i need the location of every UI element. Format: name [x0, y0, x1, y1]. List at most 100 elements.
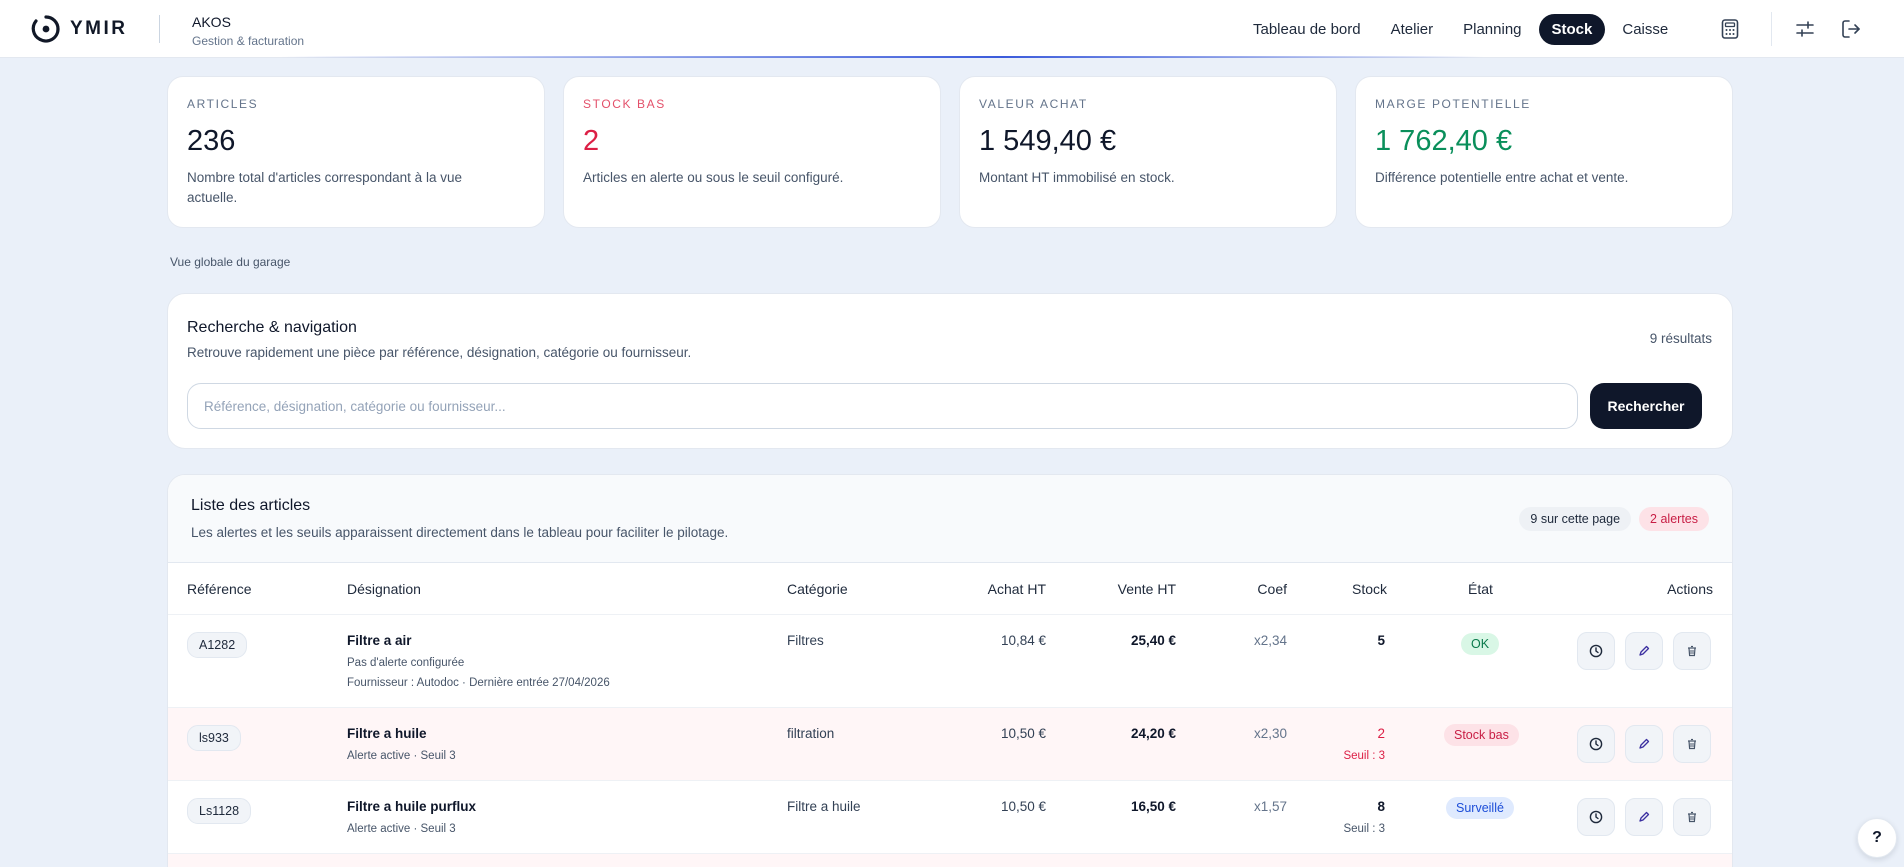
col-coef[interactable]: Coef: [1257, 581, 1287, 597]
table-row[interactable]: [168, 854, 1732, 867]
search-card: Recherche & navigation Retrouve rapideme…: [167, 293, 1733, 449]
top-bar: YMIR AKOS Gestion & facturation Tableau …: [0, 0, 1904, 58]
calculator-icon[interactable]: [1717, 16, 1743, 42]
col-achat-ht[interactable]: Achat HT: [987, 581, 1046, 597]
list-badges: 9 sur cette page 2 alertes: [1519, 507, 1709, 531]
stock-threshold: Seuil : 3: [1343, 750, 1385, 762]
kpi-description: Nombre total d'articles correspondant à …: [187, 170, 462, 205]
col-stock[interactable]: Stock: [1351, 581, 1387, 597]
pencil-icon: [1639, 645, 1650, 656]
alert-info: Alerte active · Seuil 3: [347, 750, 456, 762]
kpi-description: Articles en alerte ou sous le seuil conf…: [583, 170, 844, 185]
list-title: Liste des articles: [191, 497, 311, 514]
kpi-stock-bas: STOCK BAS 2 Articles en alerte ou sous l…: [563, 76, 941, 228]
alert-info: Alerte active · Seuil 3: [347, 823, 456, 835]
purchase-price: 10,84 €: [1000, 633, 1046, 648]
history-button[interactable]: [1577, 725, 1615, 763]
kpi-description: Différence potentielle entre achat et ve…: [1375, 170, 1629, 185]
header-accent-line: [280, 56, 1484, 58]
search-subtitle: Retrouve rapidement une pièce par référe…: [187, 345, 692, 360]
category: filtration: [787, 726, 835, 741]
edit-button[interactable]: [1625, 632, 1663, 670]
sliders-icon[interactable]: [1792, 16, 1818, 42]
nav-stock[interactable]: Stock: [1538, 14, 1606, 45]
help-button[interactable]: ?: [1857, 818, 1897, 858]
edit-button[interactable]: [1625, 798, 1663, 836]
col-designation[interactable]: Désignation: [347, 581, 421, 597]
overview-label: Vue globale du garage: [170, 255, 291, 269]
logout-icon[interactable]: [1838, 16, 1864, 42]
stock-qty: 8: [1377, 799, 1385, 814]
company-name: AKOS: [192, 14, 231, 30]
category: Filtre a huile: [787, 799, 861, 814]
sale-price: 24,20 €: [1130, 726, 1176, 741]
purchase-price: 10,50 €: [1000, 799, 1046, 814]
kpi-value: 236: [187, 125, 236, 157]
stock-qty: 5: [1377, 633, 1385, 648]
delete-button[interactable]: [1673, 798, 1711, 836]
alerts-badge: 2 alertes: [1639, 507, 1709, 531]
supplier-info: Fournisseur : Autodoc · Dernière entrée …: [347, 677, 610, 689]
coefficient: x2,34: [1253, 633, 1287, 648]
clock-icon: [1589, 644, 1603, 658]
history-button[interactable]: [1577, 632, 1615, 670]
reference-chip: ls933: [187, 725, 241, 751]
kpi-label: VALEUR ACHAT: [979, 97, 1088, 111]
kpi-valeur-achat: VALEUR ACHAT 1 549,40 € Montant HT immob…: [959, 76, 1337, 228]
company-subtitle: Gestion & facturation: [192, 34, 305, 48]
col-categorie[interactable]: Catégorie: [787, 581, 848, 597]
state-badge: OK: [1461, 633, 1500, 655]
clock-icon: [1589, 737, 1603, 751]
list-header: Liste des articles Les alertes et les se…: [168, 475, 1732, 563]
col-etat[interactable]: État: [1468, 581, 1493, 597]
table-row[interactable]: ls933 Filtre a huile Alerte active · Seu…: [168, 708, 1732, 781]
kpi-label: STOCK BAS: [583, 97, 666, 111]
trash-icon: [1688, 811, 1696, 823]
history-button[interactable]: [1577, 798, 1615, 836]
designation: Filtre a huile purflux: [347, 799, 477, 814]
table-row[interactable]: A1282 Filtre a air Pas d'alerte configur…: [168, 615, 1732, 708]
logo-text: YMIR: [70, 18, 128, 39]
category: Filtres: [787, 633, 824, 648]
state-badge: Surveillé: [1446, 797, 1514, 819]
list-subtitle: Les alertes et les seuils apparaissent d…: [191, 525, 729, 540]
state-badge: Stock bas: [1444, 724, 1519, 746]
col-reference[interactable]: Référence: [187, 581, 252, 597]
clock-icon: [1589, 810, 1603, 824]
nav-planning[interactable]: Planning: [1463, 21, 1522, 38]
nav-tableau-de-bord[interactable]: Tableau de bord: [1253, 21, 1361, 38]
trash-icon: [1688, 645, 1696, 657]
coefficient: x1,57: [1253, 799, 1287, 814]
kpi-value: 1 762,40 €: [1375, 125, 1513, 157]
kpi-label: ARTICLES: [187, 97, 259, 111]
kpi-articles: ARTICLES 236 Nombre total d'articles cor…: [167, 76, 545, 228]
page-count-badge: 9 sur cette page: [1519, 507, 1632, 531]
pencil-icon: [1639, 811, 1650, 822]
reference-chip: A1282: [187, 632, 248, 658]
purchase-price: 10,50 €: [1000, 726, 1046, 741]
main-nav: Tableau de bord Atelier Planning Stock C…: [1240, 14, 1681, 45]
table-header: Référence Désignation Catégorie Achat HT…: [168, 563, 1732, 615]
search-title: Recherche & navigation: [187, 319, 357, 336]
trash-icon: [1688, 738, 1696, 750]
search-input[interactable]: [187, 383, 1578, 429]
stock-threshold: Seuil : 3: [1343, 823, 1385, 835]
delete-button[interactable]: [1673, 725, 1711, 763]
delete-button[interactable]: [1673, 632, 1711, 670]
nav-caisse[interactable]: Caisse: [1622, 21, 1669, 38]
kpi-marge-potentielle: MARGE POTENTIELLE 1 762,40 € Différence …: [1355, 76, 1733, 228]
search-button[interactable]: Rechercher: [1590, 383, 1702, 429]
logo[interactable]: YMIR: [30, 14, 128, 44]
brand-divider: [159, 15, 160, 43]
edit-button[interactable]: [1625, 725, 1663, 763]
designation: Filtre a huile: [347, 726, 427, 741]
sale-price: 16,50 €: [1130, 799, 1176, 814]
nav-atelier[interactable]: Atelier: [1390, 21, 1434, 38]
sale-price: 25,40 €: [1130, 633, 1176, 648]
designation: Filtre a air: [347, 633, 412, 648]
table-row[interactable]: Ls1128 Filtre a huile purflux Alerte act…: [168, 781, 1732, 854]
ymir-logo-icon: [31, 15, 60, 43]
results-count: 9 résultats: [1649, 331, 1712, 346]
col-vente-ht[interactable]: Vente HT: [1117, 581, 1176, 597]
col-actions: Actions: [1667, 581, 1713, 597]
